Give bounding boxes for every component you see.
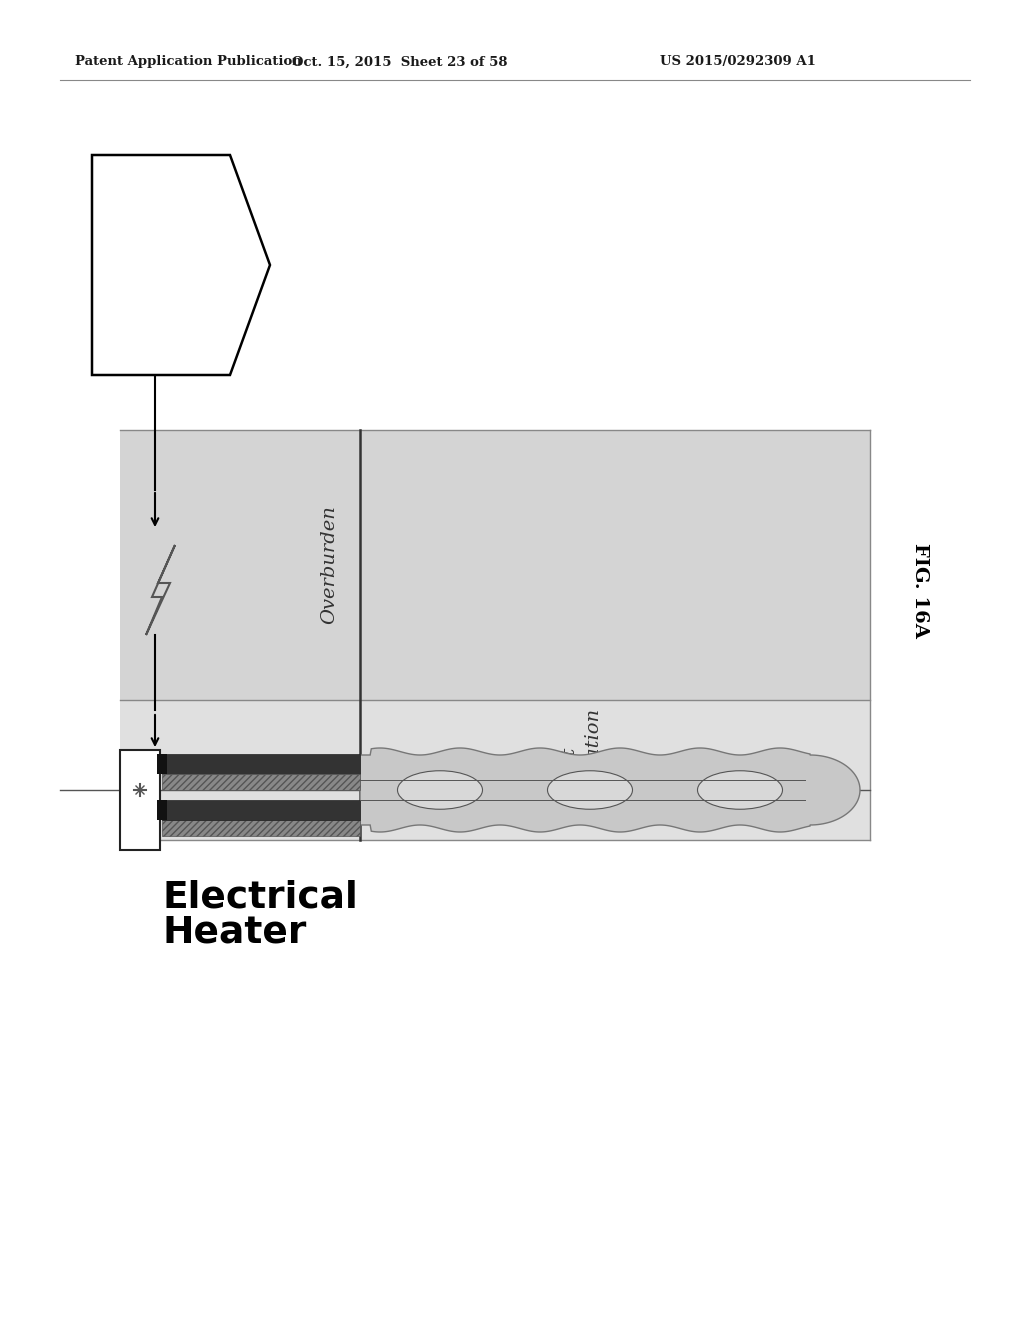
Text: Target
Formation: Target Formation <box>560 709 603 810</box>
Bar <box>157 800 167 820</box>
Text: Electrical
Heater: Electrical Heater <box>162 880 357 950</box>
Bar <box>120 700 870 840</box>
Bar <box>162 800 360 820</box>
Text: FIG. 16A: FIG. 16A <box>911 543 929 638</box>
Bar <box>157 754 167 774</box>
Bar <box>162 820 360 836</box>
Polygon shape <box>92 154 270 375</box>
Text: Overburden: Overburden <box>319 506 338 624</box>
Bar <box>162 774 360 789</box>
Bar <box>120 750 160 850</box>
Text: Fossil
Fuel-driven
Steam
Turbine: Fossil Fuel-driven Steam Turbine <box>121 232 191 318</box>
Ellipse shape <box>548 771 633 809</box>
Ellipse shape <box>397 771 482 809</box>
Ellipse shape <box>697 771 782 809</box>
Bar <box>162 754 360 774</box>
Text: US 2015/0292309 A1: US 2015/0292309 A1 <box>660 55 816 69</box>
Bar <box>120 430 870 700</box>
Polygon shape <box>360 748 860 832</box>
Text: Patent Application Publication: Patent Application Publication <box>75 55 302 69</box>
Text: Oct. 15, 2015  Sheet 23 of 58: Oct. 15, 2015 Sheet 23 of 58 <box>292 55 508 69</box>
